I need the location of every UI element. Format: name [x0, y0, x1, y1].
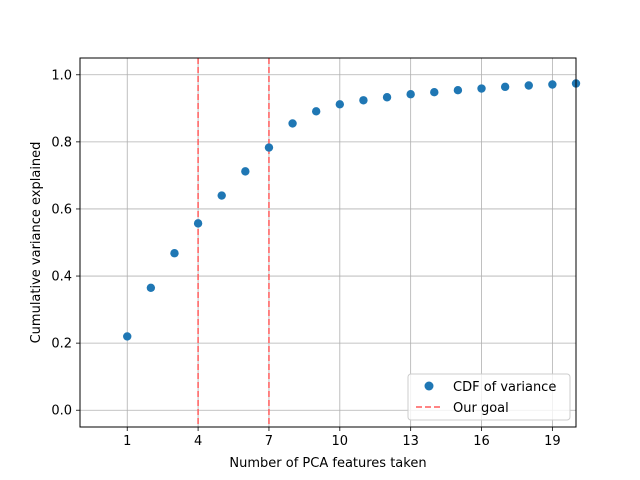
y-tick-label: 0.2 — [51, 337, 72, 352]
data-point — [453, 86, 463, 95]
data-point — [288, 119, 297, 128]
grid-lines — [80, 58, 576, 427]
legend-box — [407, 373, 571, 421]
legend-marker-cdf — [424, 381, 434, 391]
y-tick-label: 0.6 — [51, 202, 72, 217]
x-tick-label: 10 — [332, 434, 349, 449]
data-point — [123, 332, 132, 341]
data-point — [193, 219, 203, 228]
x-tick-label: 1 — [123, 434, 131, 449]
x-axis-label: Number of PCA features taken — [229, 456, 426, 471]
data-point — [430, 88, 439, 97]
data-point — [264, 143, 274, 152]
data-point — [170, 249, 179, 258]
data-point — [500, 82, 510, 92]
x-tick-label: 13 — [402, 434, 419, 449]
data-point — [335, 100, 345, 109]
data-point — [477, 84, 486, 93]
x-axis-ticks: 1 4 7 10 13 16 19 — [123, 427, 561, 449]
data-point — [382, 93, 392, 102]
y-axis-ticks: 0.0 0.2 0.4 0.6 0.8 1.0 — [51, 68, 80, 419]
data-point — [406, 90, 415, 99]
data-point — [241, 167, 250, 176]
legend-label-goal: Our goal — [453, 401, 509, 416]
y-tick-label: 0.0 — [51, 404, 72, 419]
x-tick-label: 7 — [265, 434, 273, 449]
y-tick-label: 1.0 — [51, 68, 72, 83]
y-tick-label: 0.8 — [51, 135, 72, 150]
data-point — [548, 80, 557, 89]
legend: CDF of variance Our goal — [407, 373, 571, 421]
data-point — [359, 96, 368, 105]
data-point — [311, 107, 321, 116]
data-point — [146, 283, 156, 292]
plot-frame — [79, 57, 577, 428]
y-axis-label: Cumulative variance explained — [29, 142, 44, 344]
goal-lines — [197, 58, 270, 427]
x-tick-label: 4 — [194, 434, 202, 449]
x-tick-label: 19 — [544, 434, 561, 449]
x-tick-label: 16 — [473, 434, 490, 449]
data-points — [123, 79, 581, 341]
legend-label-cdf: CDF of variance — [453, 380, 556, 395]
data-point — [217, 191, 226, 200]
data-point — [524, 81, 533, 90]
y-tick-label: 0.4 — [51, 270, 72, 285]
